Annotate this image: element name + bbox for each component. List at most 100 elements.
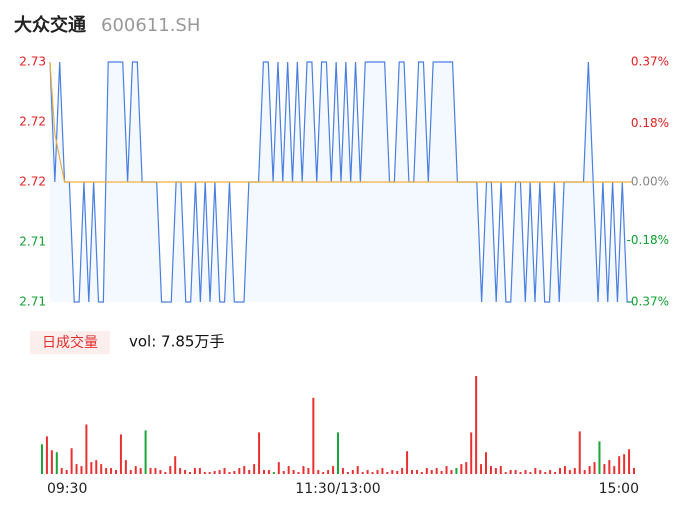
volume-bar: [95, 460, 98, 474]
volume-bar: [208, 472, 211, 474]
volume-bar: [332, 466, 335, 474]
volume-bar: [529, 472, 532, 474]
volume-bar: [174, 456, 177, 474]
volume-bar: [519, 472, 522, 474]
volume-bar: [110, 468, 113, 474]
volume-bar: [494, 468, 497, 474]
volume-bar: [583, 470, 586, 474]
volume-bar: [430, 470, 433, 474]
volume-bar: [277, 462, 280, 474]
y2-tick-label: -0.37%: [627, 295, 669, 309]
y-tick-label: 2.73: [19, 55, 46, 69]
volume-bar: [124, 460, 127, 474]
volume-bar: [307, 468, 310, 474]
volume-bar: [470, 432, 473, 474]
volume-bar: [159, 470, 162, 474]
volume-bar: [41, 444, 43, 474]
volume-bar: [322, 472, 325, 474]
stock-code: 600611.SH: [101, 15, 200, 36]
volume-bar: [406, 451, 409, 474]
volume-bar: [243, 466, 246, 474]
volume-bar: [623, 454, 626, 474]
volume-bar: [272, 472, 275, 474]
volume-bar: [238, 468, 241, 474]
volume-bar: [312, 397, 315, 474]
volume-bar: [287, 466, 290, 474]
x-tick-label: 09:30: [47, 481, 87, 497]
volume-bar: [465, 462, 468, 474]
volume-bar: [396, 471, 399, 474]
volume-bar: [356, 466, 359, 474]
volume-bar: [60, 468, 63, 474]
volume-bar: [559, 468, 561, 474]
y2-tick-label: -0.18%: [627, 233, 669, 247]
volume-bar: [539, 470, 542, 474]
avg-line: [49, 61, 632, 183]
volume-bar: [371, 472, 374, 474]
volume-bar: [213, 471, 216, 474]
volume-bar: [588, 466, 591, 474]
volume-bar: [169, 466, 172, 474]
volume-bar: [524, 470, 527, 474]
volume-bar: [139, 468, 142, 474]
volume-bar: [475, 375, 478, 474]
x-tick-label: 15:00: [599, 481, 639, 497]
volume-bar: [514, 470, 517, 474]
volume-bar: [568, 470, 571, 474]
volume-bar: [391, 470, 394, 474]
volume-bar: [90, 462, 93, 474]
volume-bar: [233, 471, 236, 474]
volume-bar: [282, 471, 285, 474]
volume-bar: [376, 470, 379, 474]
y-tick-label: 2.72: [19, 115, 46, 129]
volume-bar: [198, 468, 201, 474]
volume-bar: [361, 472, 364, 474]
volume-bar: [435, 468, 438, 474]
volume-bar: [628, 449, 631, 474]
volume-bar: [554, 472, 557, 474]
volume-bar: [258, 432, 261, 474]
x-tick-label: 11:30/13:00: [295, 481, 380, 497]
volume-bar: [578, 431, 581, 474]
volume-bar: [50, 450, 53, 474]
volume-bar: [154, 468, 157, 474]
volume-bar: [480, 464, 483, 474]
volume-bar: [179, 468, 182, 474]
volume-bar: [420, 472, 423, 474]
volume-bar: [351, 470, 354, 474]
stock-name: 大众交通: [14, 14, 86, 36]
volume-bar: [603, 464, 606, 474]
volume-bar: [499, 466, 502, 474]
volume-bar: [563, 466, 566, 474]
y-tick-label: 2.71: [19, 235, 46, 249]
volume-bar: [425, 468, 428, 474]
volume-bar: [386, 472, 389, 474]
volume-bar: [85, 424, 88, 474]
y-tick-label: 2.71: [19, 295, 46, 309]
volume-bar: [341, 468, 344, 474]
volume-bar: [55, 452, 58, 474]
volume-bar: [450, 470, 453, 474]
volume-bar: [401, 468, 404, 474]
volume-bar: [489, 466, 492, 474]
volume-bar: [504, 472, 507, 474]
volume-bar: [598, 441, 601, 474]
volume-bar: [297, 472, 300, 474]
volume-bar: [70, 448, 73, 474]
volume-label: vol: 7.85万手: [129, 333, 224, 351]
volume-bar: [115, 470, 117, 474]
volume-bar: [381, 468, 384, 474]
volume-bar: [45, 436, 48, 474]
y2-tick-label: 0.37%: [631, 55, 669, 69]
badge-bg: [30, 331, 110, 354]
volume-bar: [134, 466, 137, 474]
volume-bar: [100, 464, 103, 474]
volume-bar: [411, 470, 413, 474]
volume-bar: [129, 470, 132, 474]
volume-bar: [613, 466, 616, 474]
volume-bar: [302, 466, 305, 474]
volume-bar: [119, 434, 122, 474]
volume-bar: [184, 470, 187, 474]
volume-bar: [144, 430, 147, 474]
